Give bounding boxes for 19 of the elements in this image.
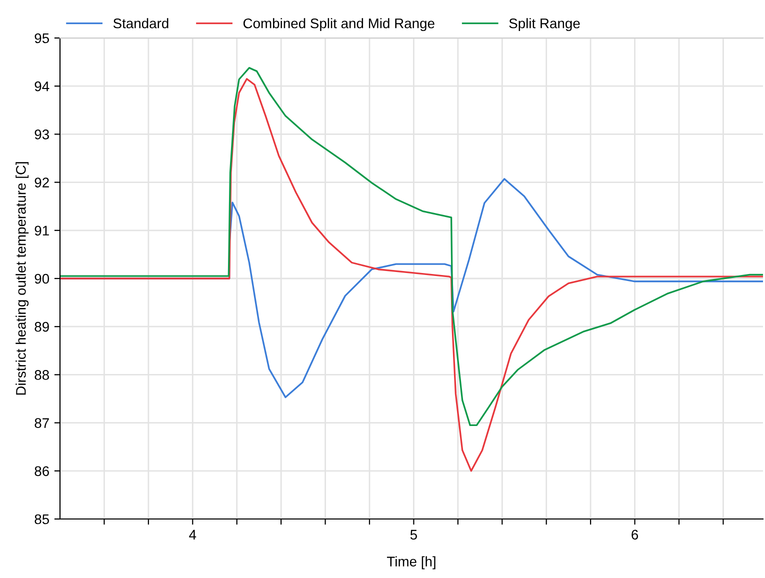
legend-label: Split Range — [509, 18, 580, 32]
x-tick-label: 5 — [410, 530, 417, 540]
y-tick-label: 86 — [34, 466, 49, 476]
x-tick-label: 4 — [189, 530, 196, 540]
y-tick-label: 94 — [34, 81, 50, 92]
x-tick-label: 6 — [632, 530, 638, 540]
y-tick-label: 93 — [34, 130, 49, 140]
y-tick-label: 90 — [34, 274, 50, 284]
legend-label: Combined Split and Mid Range — [243, 18, 434, 32]
y-axis-title: Dirstrict heating outlet temperature [C] — [16, 162, 29, 395]
y-tick-label: 85 — [34, 514, 50, 524]
legend-label: Standard — [113, 18, 168, 28]
x-axis-title: Time [h] — [386, 556, 436, 570]
y-tick-label: 91 — [34, 226, 49, 236]
y-tick-label: 87 — [34, 418, 49, 428]
y-tick-label: 88 — [34, 370, 49, 380]
y-tick-label: 89 — [34, 322, 49, 332]
y-tick-label: 95 — [34, 33, 50, 44]
y-tick-label: 92 — [34, 178, 49, 188]
